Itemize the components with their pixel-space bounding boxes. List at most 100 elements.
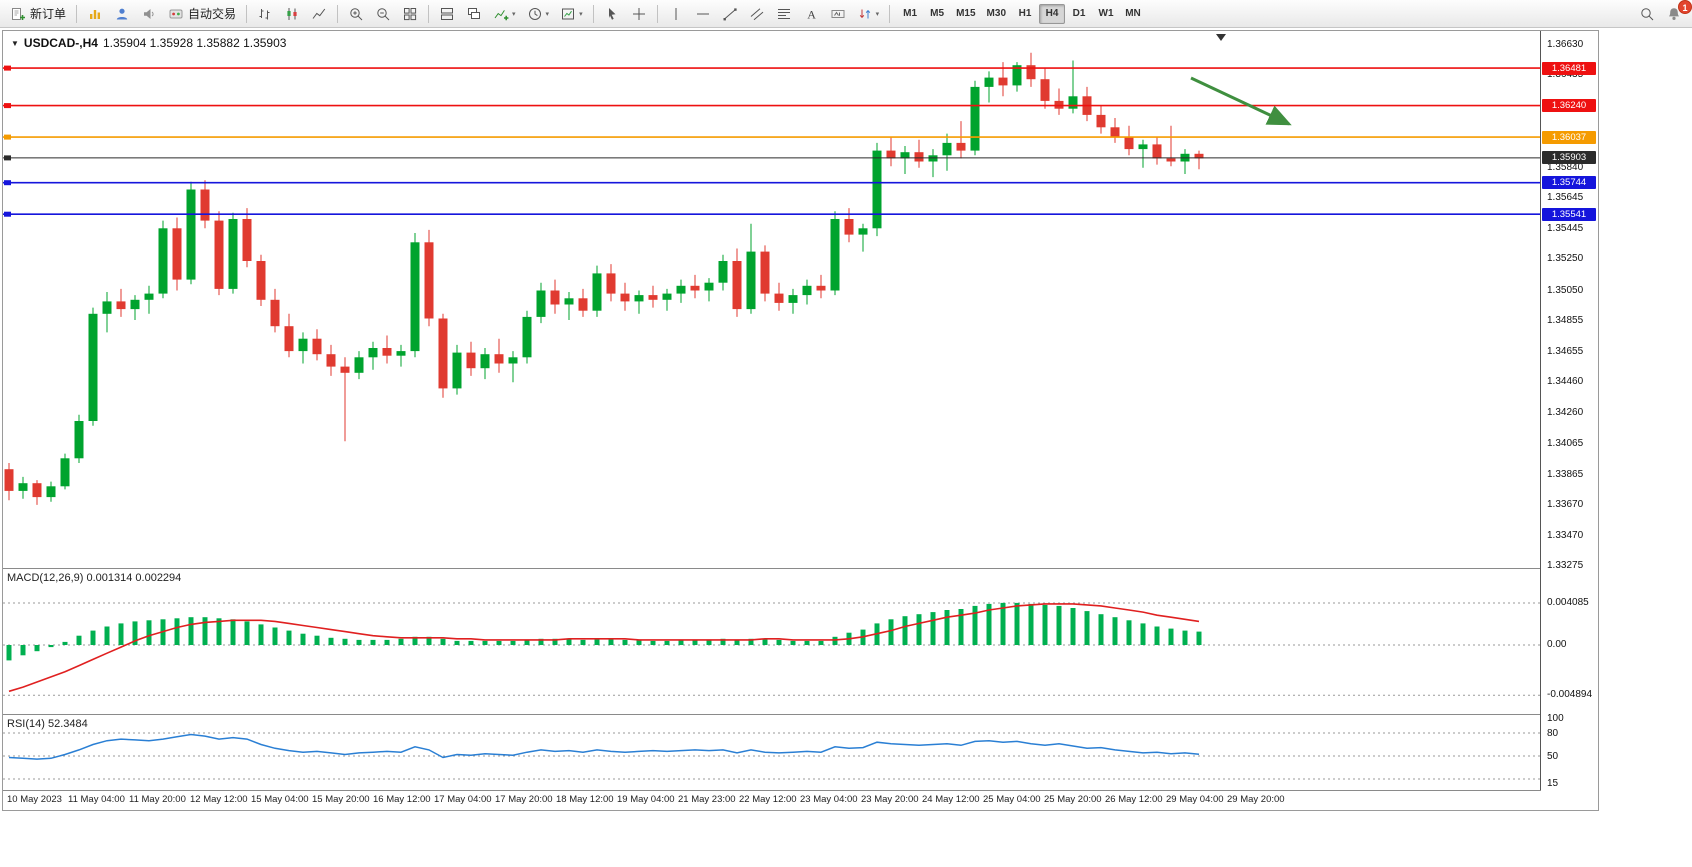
current-price-tag: 1.35903 [1542, 151, 1596, 165]
price-axis-label: 1.35445 [1547, 223, 1584, 235]
notification-badge[interactable]: 1 [1678, 0, 1692, 14]
market-watch-button[interactable] [82, 3, 108, 25]
toolbar-separator [889, 4, 891, 23]
price-axis-label: 1.34855 [1547, 314, 1584, 326]
time-axis[interactable]: 10 May 2023 11 May 04:00 11 May 20:00 12 Ma… [3, 791, 1598, 810]
toolbar-separator [428, 4, 430, 23]
ohlc-values: 1.35904 1.35928 1.35882 1.35903 [102, 36, 287, 50]
panel-separator-rsi[interactable] [3, 714, 1598, 715]
price-axis-label: 1.35050 [1547, 284, 1584, 296]
time-axis-label: 29 May 20:00 [1227, 794, 1285, 805]
time-axis-label: 12 May 12:00 [190, 794, 248, 805]
price-axis-label: 1.34065 [1547, 437, 1584, 449]
time-axis-label: 29 May 04:00 [1166, 794, 1224, 805]
level-price-tag: 1.36481 [1542, 61, 1596, 75]
timeframe-button-m15[interactable]: M15 [951, 4, 980, 24]
indicators-button[interactable]: ▾ [488, 3, 521, 25]
vertical-line-icon [668, 6, 684, 22]
candlestick-chart-button[interactable] [279, 3, 305, 25]
new-order-button[interactable]: 新订单 [5, 3, 71, 25]
macd-panel[interactable] [3, 569, 1540, 714]
time-axis-label: 24 May 12:00 [922, 794, 980, 805]
search-icon [1639, 6, 1655, 22]
time-axis-label: 17 May 04:00 [434, 794, 492, 805]
price-axis[interactable]: 1.366301.364351.362401.360451.358401.356… [1541, 31, 1598, 791]
channel-button[interactable] [744, 3, 770, 25]
bar-chart-button[interactable] [252, 3, 278, 25]
tile-windows-icon [402, 6, 418, 22]
timeframe-button-m30[interactable]: M30 [982, 4, 1011, 24]
toolbar-separator [76, 4, 78, 23]
trendline-button[interactable] [717, 3, 743, 25]
level-price-tag: 1.36037 [1542, 130, 1596, 144]
price-axis-label: 1.35250 [1547, 253, 1584, 265]
price-axis-label: 1.33670 [1547, 498, 1584, 510]
symbol-collapse-icon[interactable]: ▼ [11, 38, 19, 48]
time-axis-separator [3, 790, 1598, 791]
arrows-icon [857, 6, 873, 22]
timeframe-button-m5[interactable]: M5 [924, 4, 950, 24]
new-order-icon [10, 6, 26, 22]
zoom-in-icon [348, 6, 364, 22]
timeframe-button-h4[interactable]: H4 [1039, 3, 1065, 24]
dropdown-caret-icon: ▾ [512, 10, 516, 18]
timeframe-button-mn[interactable]: MN [1120, 4, 1146, 24]
auto-trading-button[interactable]: 自动交易 [163, 3, 241, 25]
tile-windows-button[interactable] [397, 3, 423, 25]
periods-button[interactable]: ▾ [522, 3, 555, 25]
zoom-out-button[interactable] [370, 3, 396, 25]
arrange-windows-button[interactable] [434, 3, 460, 25]
vertical-line-button[interactable] [663, 3, 689, 25]
new-order-label: 新订单 [30, 7, 67, 21]
candlestick-chart-icon [284, 6, 300, 22]
zoom-in-button[interactable] [343, 3, 369, 25]
text-button[interactable]: A [798, 3, 824, 25]
crosshair-button[interactable] [626, 3, 652, 25]
price-axis-label: 1.33275 [1547, 560, 1584, 572]
navigator-button[interactable] [109, 3, 135, 25]
macd-axis-label: -0.004894 [1547, 689, 1593, 701]
time-axis-label: 25 May 20:00 [1044, 794, 1102, 805]
level-price-tag: 1.35541 [1542, 207, 1596, 221]
chart-window: ▼ USDCAD-,H4 1.35904 1.35928 1.35882 1.3… [2, 30, 1599, 811]
rsi-axis-label: 100 [1547, 712, 1564, 724]
sound-button[interactable] [136, 3, 162, 25]
time-axis-label: 21 May 23:00 [678, 794, 736, 805]
rsi-panel[interactable] [3, 715, 1540, 790]
time-axis-label: 23 May 20:00 [861, 794, 919, 805]
price-chart[interactable] [3, 31, 1540, 568]
time-axis-label: 11 May 20:00 [129, 794, 186, 805]
timeframe-button-h1[interactable]: H1 [1012, 4, 1038, 24]
timeframe-button-w1[interactable]: W1 [1093, 4, 1119, 24]
macd-axis-label: 0.004085 [1547, 597, 1589, 608]
cascade-windows-button[interactable] [461, 3, 487, 25]
line-chart-button[interactable] [306, 3, 332, 25]
time-axis-label: 10 May 2023 [7, 794, 62, 805]
price-axis-label: 1.36630 [1547, 39, 1584, 50]
panel-separator-macd[interactable] [3, 568, 1598, 569]
cursor-icon [604, 6, 620, 22]
notifications-button[interactable]: 1 [1661, 0, 1692, 25]
label-button[interactable] [825, 3, 851, 25]
horizontal-line-button[interactable] [690, 3, 716, 25]
dropdown-caret-icon: ▾ [579, 10, 583, 18]
templates-button[interactable]: ▾ [555, 3, 588, 25]
arrows-button[interactable]: ▾ [852, 3, 885, 25]
horizontal-line-icon [695, 6, 711, 22]
toolbar-separator [592, 4, 594, 23]
sound-icon [141, 6, 157, 22]
timeframe-button-d1[interactable]: D1 [1066, 4, 1092, 24]
search-button[interactable] [1634, 3, 1660, 25]
time-axis-label: 17 May 20:00 [495, 794, 553, 805]
price-axis-label: 1.34460 [1547, 376, 1584, 388]
timeframe-group: M1 M5 M15 M30 H1 H4 D1 W1 MN [897, 3, 1146, 24]
fibonacci-button[interactable] [771, 3, 797, 25]
price-axis-label: 1.34655 [1547, 345, 1584, 357]
time-axis-label: 18 May 12:00 [556, 794, 614, 805]
cursor-button[interactable] [599, 3, 625, 25]
toolbar-separator [656, 4, 658, 23]
price-axis-label: 1.33470 [1547, 530, 1584, 541]
symbol-period-label: USDCAD-,H4 [23, 36, 98, 50]
label-icon [830, 6, 846, 22]
timeframe-button-m1[interactable]: M1 [897, 4, 923, 24]
